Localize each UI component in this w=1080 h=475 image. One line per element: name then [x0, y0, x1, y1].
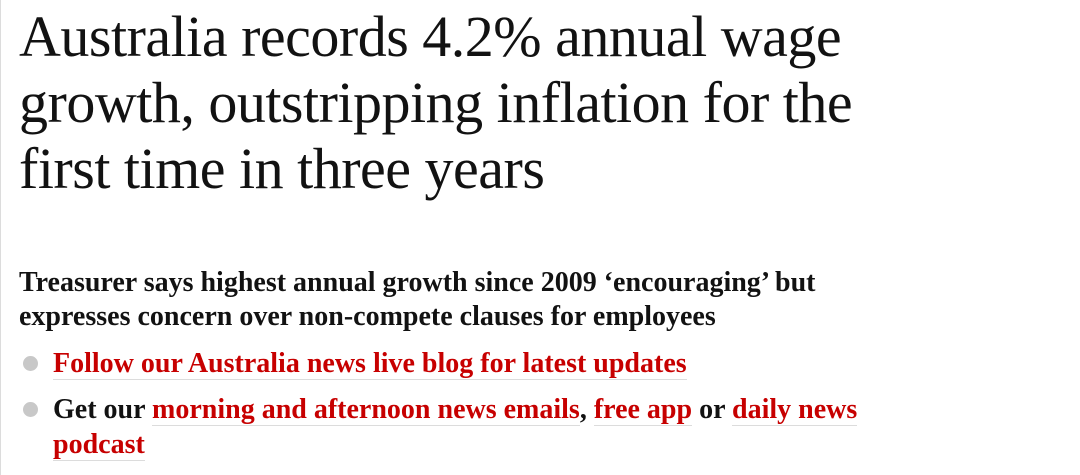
headline-line: growth, outstripping inflation for the — [19, 70, 853, 135]
standfirst: Treasurer says highest annual growth sin… — [19, 266, 816, 334]
headline-line: first time in three years — [19, 136, 545, 201]
headline-line: Australia records 4.2% annual wage — [19, 4, 842, 69]
standfirst-line: Treasurer says highest annual growth sin… — [19, 267, 816, 298]
text: Get our — [53, 394, 153, 425]
headline: Australia records 4.2% annual wage growth… — [19, 4, 853, 202]
link[interactable]: Follow our Australia news live blog for … — [53, 348, 687, 380]
text: or — [692, 394, 732, 425]
text: , — [579, 394, 594, 425]
standfirst-line: expresses concern over non-compete claus… — [19, 301, 716, 332]
link[interactable]: daily news podcast — [53, 394, 858, 461]
link[interactable]: free app — [593, 394, 693, 426]
link[interactable]: morning and afternoon news emails — [152, 394, 580, 426]
bullet-item: Get our morning and afternoon news email… — [19, 392, 939, 462]
bullet-item: Follow our Australia news live blog for … — [19, 346, 939, 381]
bullet-list: Follow our Australia news live blog for … — [19, 346, 939, 473]
